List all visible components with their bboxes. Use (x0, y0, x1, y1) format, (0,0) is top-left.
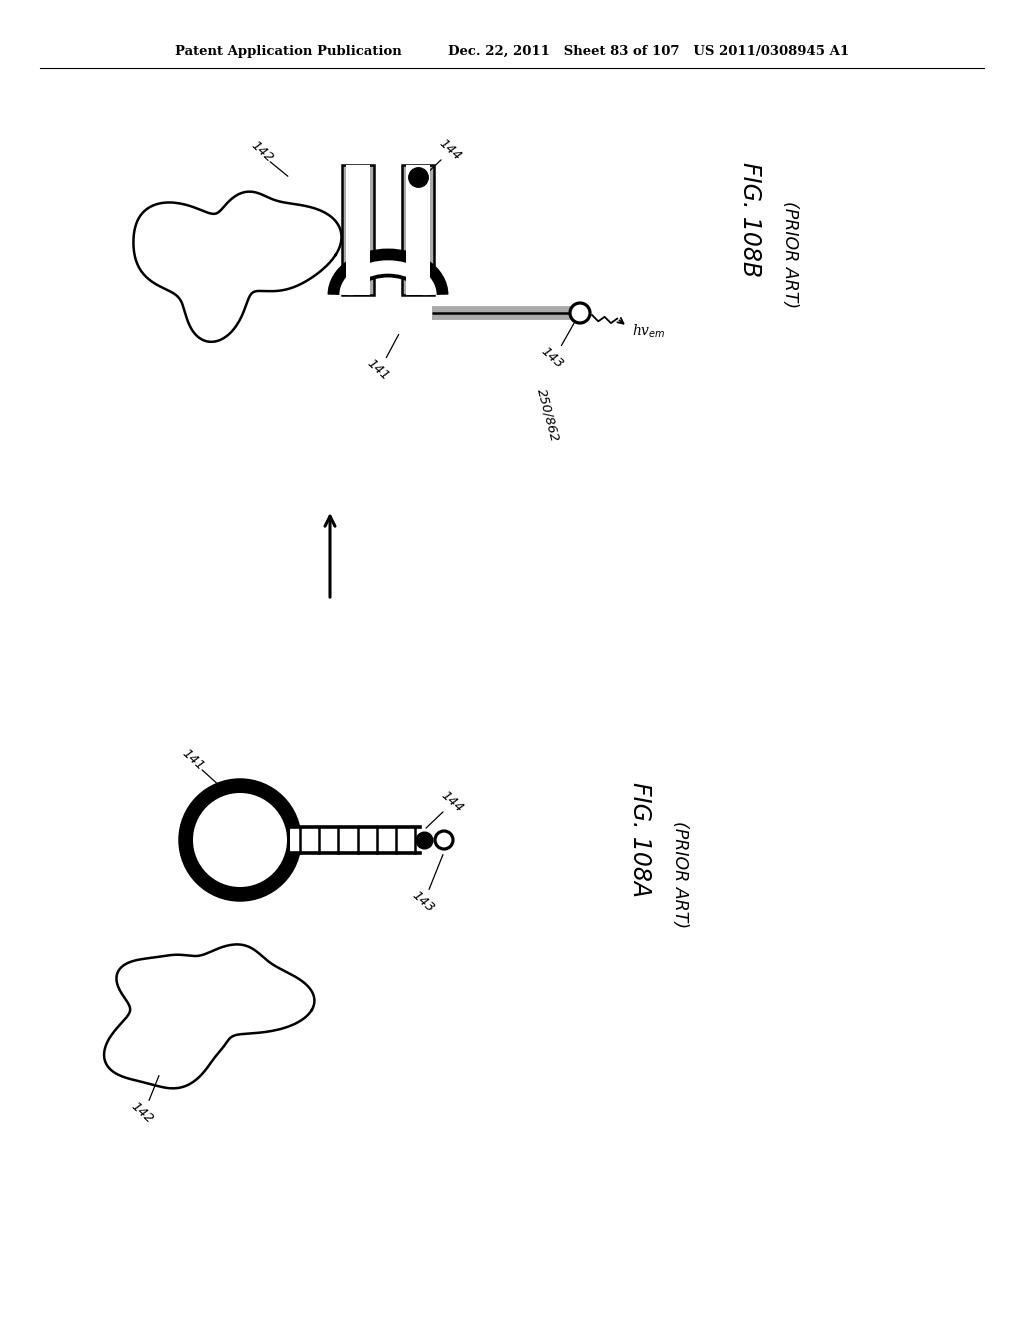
Bar (342, 165, 374, 294)
Text: FIG. 108B: FIG. 108B (738, 162, 762, 277)
Text: 144: 144 (438, 789, 466, 816)
Text: hv$_{em}$: hv$_{em}$ (632, 323, 666, 341)
Circle shape (570, 304, 590, 323)
Text: 143: 143 (410, 888, 436, 915)
Text: 142: 142 (248, 139, 275, 165)
Polygon shape (133, 191, 341, 342)
Text: 250/862: 250/862 (535, 387, 561, 444)
Polygon shape (104, 944, 314, 1089)
Text: 143: 143 (539, 345, 565, 371)
Text: Patent Application Publication          Dec. 22, 2011   Sheet 83 of 107   US 201: Patent Application Publication Dec. 22, … (175, 45, 849, 58)
Bar (402, 165, 434, 294)
Text: 141: 141 (179, 747, 207, 774)
Text: (PRIOR ART): (PRIOR ART) (781, 202, 799, 309)
Bar (346, 165, 370, 294)
Text: FIG. 108A: FIG. 108A (628, 783, 652, 898)
Circle shape (188, 788, 292, 892)
Text: 141: 141 (365, 356, 392, 383)
Text: 142: 142 (128, 1100, 156, 1126)
Bar (290, 828, 420, 853)
Circle shape (193, 793, 287, 887)
Text: (PRIOR ART): (PRIOR ART) (671, 821, 689, 928)
Text: 144: 144 (436, 137, 464, 164)
Circle shape (435, 832, 453, 849)
Bar (406, 165, 430, 294)
